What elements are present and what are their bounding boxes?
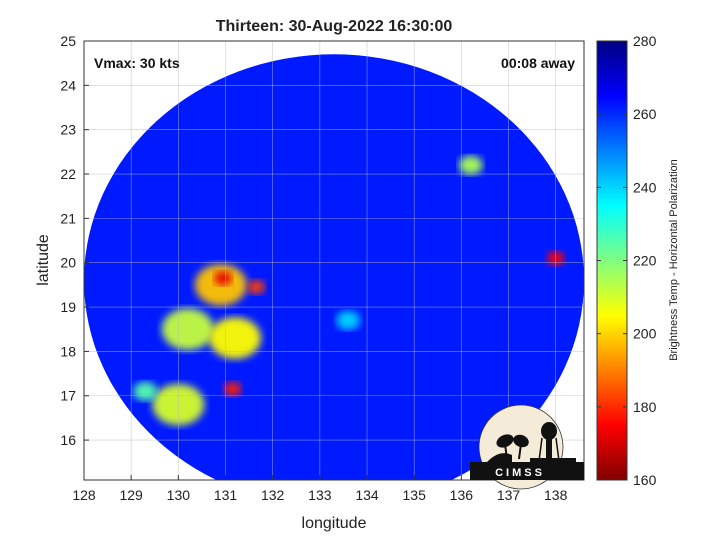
y-tick-label: 16 xyxy=(60,432,76,448)
y-tick-label: 23 xyxy=(60,122,76,138)
time-offset-annotation: 00:08 away xyxy=(501,55,575,71)
chart-title: Thirteen: 30-Aug-2022 16:30:00 xyxy=(216,18,453,35)
x-tick-label: 131 xyxy=(214,487,238,503)
colorbar-label: Brightness Temp - Horizontal Polarizatio… xyxy=(668,159,680,361)
grid xyxy=(83,40,584,480)
x-axis: 128 129 130 131 132 133 134 135 136 137 138 xyxy=(72,475,568,503)
feature-cell xyxy=(214,271,233,286)
logo-text: CIMSS xyxy=(495,467,545,479)
feature-cell xyxy=(208,317,261,359)
x-tick-label: 136 xyxy=(450,487,474,503)
x-tick-label: 137 xyxy=(497,487,521,503)
colorbar-gradient xyxy=(596,40,628,481)
y-tick-label: 19 xyxy=(60,299,76,315)
y-axis: 16 17 18 19 20 21 22 23 24 25 xyxy=(60,33,89,448)
feature-cell xyxy=(161,308,214,351)
y-tick-label: 17 xyxy=(60,388,76,404)
x-tick-label: 130 xyxy=(167,487,191,503)
colorbar-tick-label: 280 xyxy=(633,33,657,49)
vmax-annotation: Vmax: 30 kts xyxy=(94,55,180,71)
swath-ellipse xyxy=(84,54,584,480)
colorbar: 160 180 200 220 240 260 280 Brightness Temp - … xyxy=(596,33,680,488)
y-tick-label: 18 xyxy=(60,343,76,359)
y-tick-label: 25 xyxy=(60,33,76,49)
x-tick-label: 132 xyxy=(261,487,285,503)
y-tick-label: 21 xyxy=(60,210,76,226)
x-tick-label: 133 xyxy=(308,487,332,503)
colorbar-tick-label: 160 xyxy=(633,472,657,488)
x-tick-label: 129 xyxy=(119,487,143,503)
y-tick-label: 24 xyxy=(60,77,76,93)
feature-cell xyxy=(247,279,266,295)
x-tick-label: 138 xyxy=(544,487,568,503)
swath-layer xyxy=(84,54,584,480)
feature-cell xyxy=(133,381,158,401)
plot-border xyxy=(83,40,585,481)
cimss-logo: CIMSS xyxy=(470,404,584,490)
feature-cell xyxy=(223,381,242,397)
x-axis-label: longitude xyxy=(302,515,367,532)
feature-cell xyxy=(458,155,483,175)
y-tick-label: 22 xyxy=(60,166,76,182)
x-tick-label: 128 xyxy=(72,487,96,503)
colorbar-tick-label: 220 xyxy=(633,253,657,269)
colorbar-tick-label: 200 xyxy=(633,326,657,342)
y-tick-label: 20 xyxy=(60,255,76,271)
x-tick-label: 135 xyxy=(403,487,427,503)
colorbar-tick-label: 240 xyxy=(633,179,657,195)
colorbar-tick-label: 180 xyxy=(633,399,657,415)
feature-cell xyxy=(336,310,361,330)
y-axis-label: latitude xyxy=(35,234,52,286)
x-tick-label: 134 xyxy=(355,487,379,503)
colorbar-tick-label: 260 xyxy=(633,106,657,122)
